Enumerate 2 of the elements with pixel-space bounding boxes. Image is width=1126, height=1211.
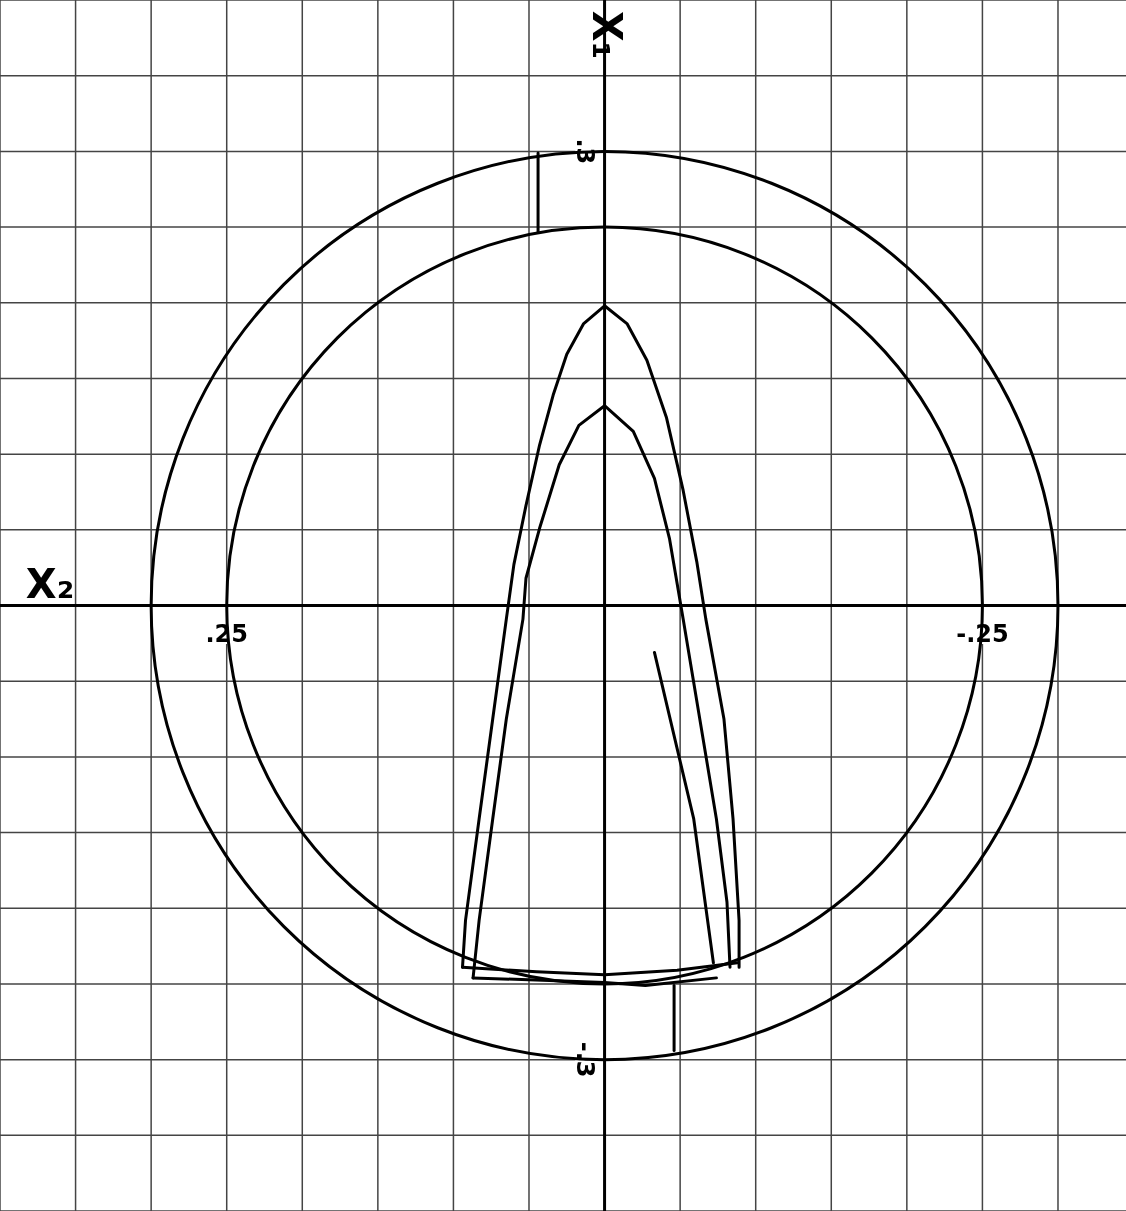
y-tick-label: -.3 bbox=[570, 1041, 599, 1078]
x-axis-title: X₂ bbox=[25, 560, 75, 607]
